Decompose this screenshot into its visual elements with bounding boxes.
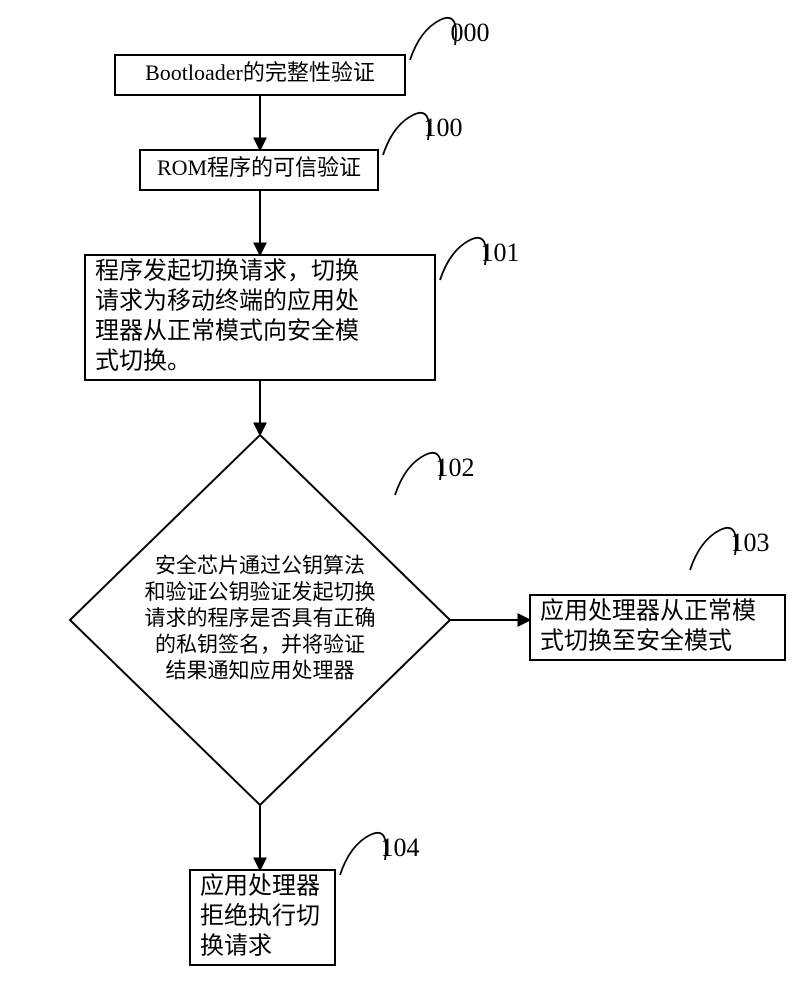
flow-node-n101: 程序发起切换请求，切换请求为移动终端的应用处理器从正常模式向安全模式切换。 bbox=[85, 255, 435, 380]
label-pointer bbox=[340, 833, 386, 875]
node-label: 102 bbox=[436, 453, 475, 482]
node-text: Bootloader的完整性验证 bbox=[145, 60, 375, 85]
label-pointer bbox=[440, 238, 486, 280]
flow-node-n103: 应用处理器从正常模式切换至安全模式 bbox=[530, 595, 785, 660]
label-pointer bbox=[690, 528, 736, 570]
flow-node-n100: ROM程序的可信验证 bbox=[140, 150, 378, 190]
node-text: 安全芯片通过公钥算法和验证公钥验证发起切换请求的程序是否具有正确的私钥签名，并将… bbox=[145, 553, 376, 682]
label-pointer bbox=[395, 453, 441, 495]
flow-node-n102: 安全芯片通过公钥算法和验证公钥验证发起切换请求的程序是否具有正确的私钥签名，并将… bbox=[70, 435, 450, 805]
label-pointer bbox=[410, 18, 456, 60]
node-label: 100 bbox=[424, 113, 463, 142]
flow-node-n104: 应用处理器拒绝执行切换请求 bbox=[190, 870, 335, 965]
node-label: 104 bbox=[381, 833, 420, 862]
flow-node-n000: Bootloader的完整性验证 bbox=[115, 55, 405, 95]
node-text: ROM程序的可信验证 bbox=[157, 155, 361, 180]
node-label: 000 bbox=[451, 18, 490, 47]
node-label: 103 bbox=[731, 528, 770, 557]
label-pointer bbox=[383, 113, 429, 155]
node-label: 101 bbox=[481, 238, 520, 267]
